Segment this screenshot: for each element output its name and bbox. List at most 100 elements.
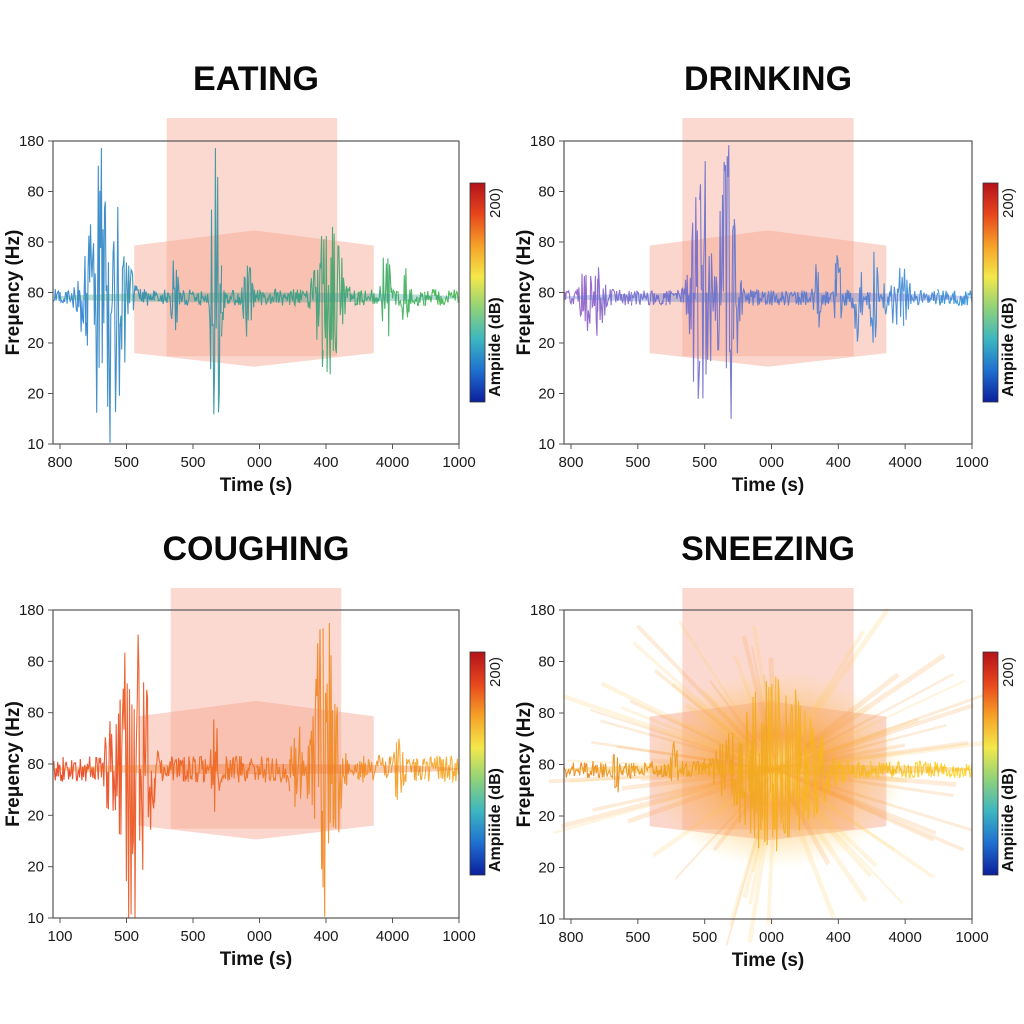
y-tick-label: 80 <box>538 234 555 251</box>
signal-trace <box>665 197 701 399</box>
signal-trace <box>834 255 871 342</box>
y-tick-label: 20 <box>538 808 555 825</box>
signal-trace <box>119 256 156 363</box>
y-tick-label: 80 <box>538 285 555 302</box>
x-axis-label: Time (s) <box>220 949 293 970</box>
signal-trace <box>255 756 291 792</box>
starburst-ray <box>600 719 777 771</box>
colorbar-label: Ampiiide (dB) <box>487 768 504 872</box>
signal-trace <box>356 257 392 337</box>
signal-trace <box>665 741 701 781</box>
y-tick-label: 180 <box>530 602 555 619</box>
x-tick-label: 4000 <box>376 928 409 945</box>
starburst-ray <box>774 768 831 866</box>
signal-trace <box>187 148 223 415</box>
colorbar-label: Ampiide (dB) <box>1000 297 1017 397</box>
starburst-ray <box>678 620 778 771</box>
x-tick-label: 800 <box>558 929 583 946</box>
signal-trace <box>52 255 88 336</box>
x-tick-label: 000 <box>759 454 784 471</box>
signal-trace <box>390 268 425 320</box>
x-tick-label: 1000 <box>442 454 475 471</box>
x-tick-label: 4000 <box>888 454 921 471</box>
signal-trace <box>699 145 735 419</box>
y-tick-label: 20 <box>27 807 44 824</box>
starburst-ray <box>775 767 937 835</box>
starburst-ray <box>774 768 873 878</box>
signal-trace <box>903 268 939 320</box>
x-tick-label: 1000 <box>955 454 988 471</box>
signal-trace <box>187 719 223 812</box>
y-tick-label: 80 <box>27 234 44 251</box>
y-tick-label: 80 <box>538 654 555 671</box>
signal-trace <box>322 622 359 917</box>
starburst-ray <box>747 769 779 943</box>
signal-trace <box>255 288 291 306</box>
signal-trace <box>869 760 905 779</box>
starburst-ray <box>728 769 778 926</box>
x-tick-label: 800 <box>47 454 72 471</box>
signal-trace <box>86 699 121 835</box>
y-tick-label: 20 <box>27 859 44 876</box>
y-tick-label: 20 <box>538 860 555 877</box>
x-tick-label: 500 <box>692 454 717 471</box>
signal-trace <box>289 629 324 888</box>
y-tick-label: 80 <box>538 705 555 722</box>
signal-trace <box>801 263 837 328</box>
chart-title: DRINKING <box>684 60 852 98</box>
signal-trace <box>869 251 905 343</box>
y-axis-label: Freμency (Hz) <box>3 230 24 356</box>
signal-trace <box>424 289 460 306</box>
signal-core <box>564 292 972 303</box>
x-tick-label: 500 <box>692 929 717 946</box>
x-tick-label: 500 <box>114 928 139 945</box>
x-tick-label: 500 <box>625 454 650 471</box>
y-tick-label: 10 <box>27 436 44 453</box>
y-tick-label: 20 <box>27 335 44 352</box>
x-tick-label: 500 <box>625 929 650 946</box>
y-tick-label: 10 <box>538 436 555 453</box>
signal-trace <box>767 290 803 306</box>
signal-trace <box>153 750 189 803</box>
signal-trace <box>390 738 426 800</box>
signal-trace <box>903 760 939 780</box>
x-axis-label: Time (s) <box>732 475 805 496</box>
signal-trace <box>732 218 769 354</box>
x-tick-label: 400 <box>313 928 338 945</box>
chart-title: EATING <box>193 60 319 98</box>
y-tick-label: 20 <box>27 386 44 403</box>
signal-trace <box>597 753 633 793</box>
y-axis-label: Freμency (Hz) <box>3 701 24 827</box>
signal-trace <box>52 756 88 782</box>
signal-core <box>53 764 459 774</box>
x-tick-label: 800 <box>558 454 583 471</box>
y-tick-label: 80 <box>538 184 555 201</box>
x-axis-label: Time (s) <box>220 475 293 496</box>
starburst-ray <box>591 740 777 771</box>
starburst-ray <box>775 740 969 772</box>
y-tick-label: 80 <box>27 756 44 773</box>
signal-trace <box>289 235 324 368</box>
x-tick-label: 500 <box>114 454 139 471</box>
starburst-ray <box>590 708 777 771</box>
signal-trace <box>424 755 460 783</box>
colorbar-max-label: 200) <box>487 657 504 687</box>
starburst-ray <box>775 768 935 842</box>
starburst-ray <box>600 681 778 772</box>
colorbar-max-label: 200) <box>487 188 504 218</box>
chart-title: SNEEZING <box>681 530 855 568</box>
signal-trace <box>801 709 837 823</box>
signal-trace <box>732 681 769 849</box>
signal-trace <box>563 761 599 778</box>
x-tick-label: 500 <box>180 454 205 471</box>
colorbar-max-label: 200) <box>1000 188 1017 218</box>
signal-trace <box>356 754 392 783</box>
colorbar <box>982 651 999 876</box>
y-tick-label: 180 <box>19 133 44 150</box>
y-tick-label: 10 <box>538 911 555 928</box>
x-tick-label: 1000 <box>442 928 475 945</box>
signal-trace <box>937 288 973 307</box>
signal-trace <box>597 267 633 324</box>
